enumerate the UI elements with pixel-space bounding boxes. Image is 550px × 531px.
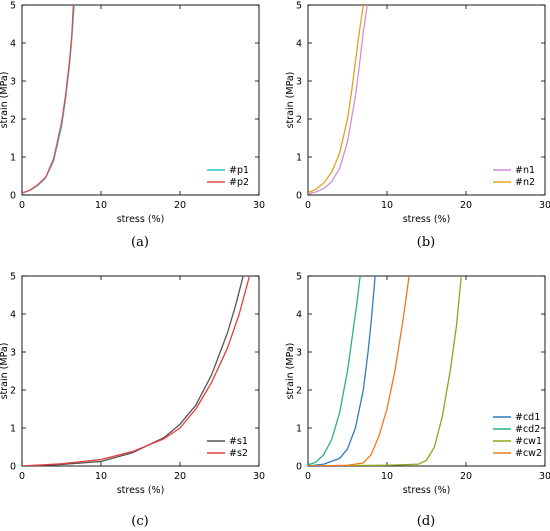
- legend-label: #cw2: [515, 448, 542, 459]
- panel-caption: (b): [417, 235, 435, 250]
- y-axis-title: strain (MPa): [0, 343, 10, 400]
- y-tick-label: 5: [296, 272, 302, 283]
- series-line-s1: [22, 276, 244, 466]
- x-tick-label: 10: [381, 200, 393, 211]
- y-axis-title: strain (MPa): [285, 343, 296, 400]
- y-tick-label: 0: [10, 191, 16, 202]
- panel-b: 0 10 20 30 0 1 2 3 4 5 stress (%) strain (MPa) #n1#n…: [285, 1, 550, 251]
- y-tick-label: 3: [296, 348, 302, 359]
- y-tick-label: 1: [10, 424, 16, 435]
- panel-caption: (c): [131, 514, 148, 529]
- x-tick-label: 0: [305, 471, 311, 482]
- y-tick-label: 3: [10, 348, 16, 359]
- legend-label: #s1: [229, 436, 248, 447]
- x-tick-label: 0: [19, 200, 25, 211]
- y-tick-label: 5: [10, 272, 16, 283]
- x-axis-title: stress (%): [117, 214, 165, 225]
- series-line-cd1: [308, 276, 376, 466]
- y-tick-label: 3: [296, 77, 302, 88]
- y-axis-title: strain (MPa): [0, 72, 10, 129]
- x-tick-label: 20: [174, 200, 186, 211]
- x-tick-label: 30: [539, 200, 550, 211]
- panel-caption: (a): [131, 235, 149, 250]
- x-axis-title: stress (%): [403, 214, 451, 225]
- panel-c: 0 10 20 30 0 1 2 3 4 5 stress (%) strain (MPa) #s1#s…: [0, 272, 265, 530]
- series-line-p2: [22, 5, 74, 194]
- y-tick-label: 1: [296, 153, 302, 164]
- y-tick-label: 0: [10, 462, 16, 473]
- x-axis-title: stress (%): [117, 485, 165, 496]
- x-tick-label: 20: [460, 471, 472, 482]
- y-tick-label: 4: [296, 310, 302, 321]
- x-tick-label: 0: [305, 200, 311, 211]
- y-axis-title: strain (MPa): [285, 72, 296, 129]
- y-tick-label: 0: [296, 462, 302, 473]
- panel-caption: (d): [417, 514, 435, 529]
- legend-label: #p2: [229, 177, 249, 188]
- plot-frame: [21, 275, 260, 467]
- x-tick-label: 10: [95, 471, 107, 482]
- y-tick-label: 2: [10, 115, 16, 126]
- y-tick-label: 2: [10, 386, 16, 397]
- plot-frame: [307, 275, 546, 467]
- series-line-cw1: [308, 276, 462, 466]
- x-tick-label: 20: [174, 471, 186, 482]
- x-tick-label: 0: [19, 471, 25, 482]
- x-axis-title: stress (%): [403, 485, 451, 496]
- legend-label: #cw1: [515, 436, 542, 447]
- y-tick-label: 4: [10, 39, 16, 50]
- series-line-p1: [22, 5, 75, 194]
- legend-label: #n2: [515, 177, 535, 188]
- y-tick-label: 0: [296, 191, 302, 202]
- y-tick-label: 4: [296, 39, 302, 50]
- plot-frame: [21, 4, 260, 196]
- x-tick-label: 10: [95, 200, 107, 211]
- y-tick-label: 4: [10, 310, 16, 321]
- legend-label: #p1: [229, 165, 249, 176]
- plot-frame: [307, 4, 546, 196]
- series-line-cd2: [308, 276, 361, 466]
- series-line-n2: [308, 5, 364, 194]
- series-line-n1: [308, 5, 368, 195]
- x-tick-label: 20: [460, 200, 472, 211]
- y-tick-label: 1: [10, 153, 16, 164]
- x-tick-label: 10: [381, 471, 393, 482]
- y-tick-label: 5: [10, 1, 16, 12]
- y-tick-label: 2: [296, 115, 302, 126]
- legend-label: #s2: [229, 448, 248, 459]
- series-line-cw2: [308, 276, 410, 466]
- x-tick-label: 30: [539, 471, 550, 482]
- series-line-s2: [22, 276, 251, 466]
- y-tick-label: 1: [296, 424, 302, 435]
- x-tick-label: 30: [253, 200, 265, 211]
- y-tick-label: 3: [10, 77, 16, 88]
- y-tick-label: 2: [296, 386, 302, 397]
- y-tick-label: 5: [296, 1, 302, 12]
- legend-label: #cd2: [515, 424, 540, 435]
- legend-box: [491, 412, 541, 464]
- x-tick-label: 30: [253, 471, 265, 482]
- panel-a: 0 10 20 30 0 1 2 3 4 5 stress (%) strain (MPa) #p1#p…: [0, 1, 265, 251]
- legend-label: #n1: [515, 165, 535, 176]
- legend-label: #cd1: [515, 412, 540, 423]
